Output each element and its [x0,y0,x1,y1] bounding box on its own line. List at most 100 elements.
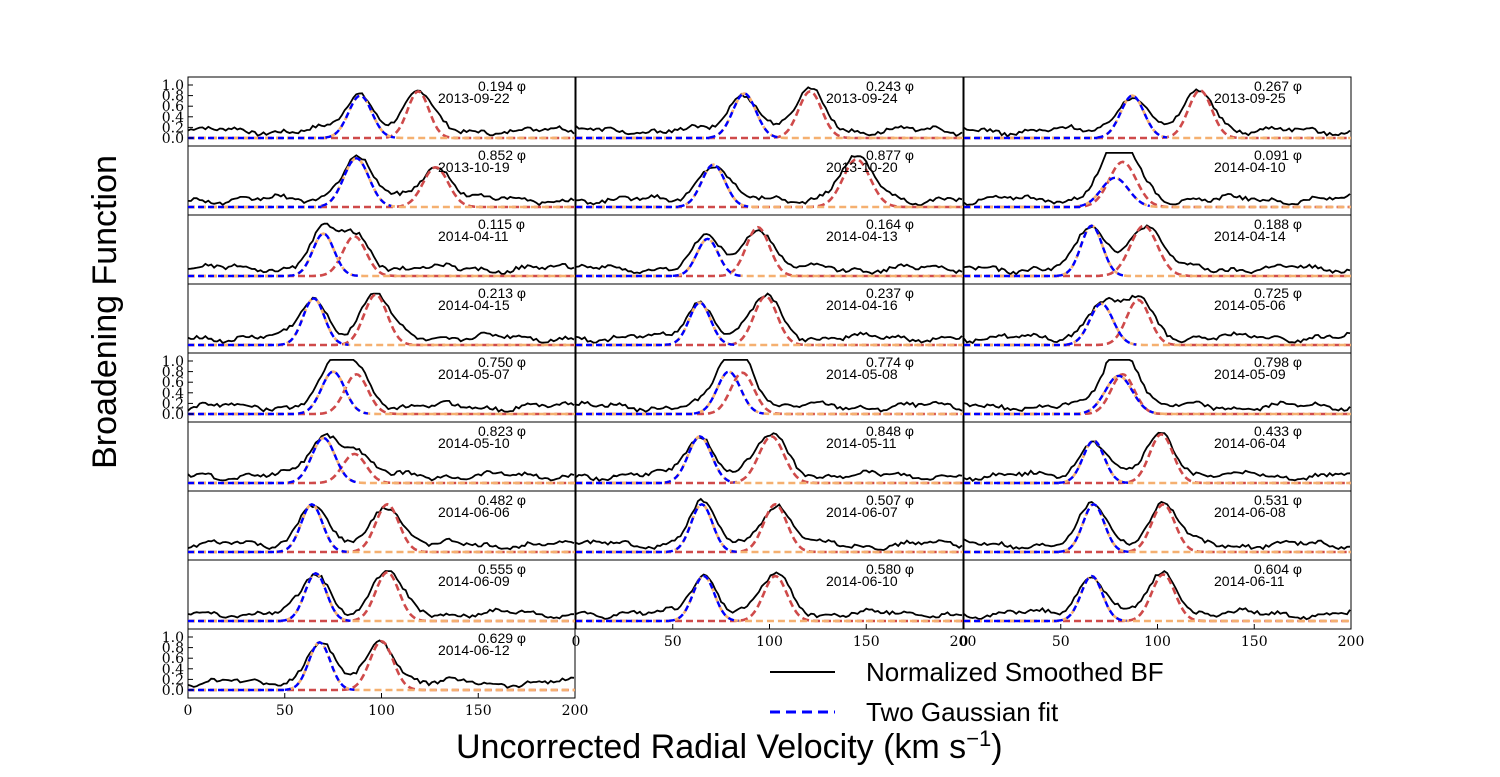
two-gaussian-fit-curve [1058,439,1129,484]
gaussian-primary-curve [964,302,1351,347]
gaussian-secondary-curve [964,573,1351,623]
bf-curve [963,224,1351,276]
panel-phase-label: 0.482 φ [478,492,526,508]
bf-curve [187,292,575,345]
x-axis-label-main: Uncorrected Radial Velocity (km s [456,728,966,766]
y-tick-label: 0.4 [162,662,184,678]
x-tick-label: 0 [572,634,581,650]
x-tick-label: 100 [368,703,395,719]
two-gaussian-fit-curve [1097,94,1168,139]
gaussian-primary-curve [188,436,575,485]
y-tick-label: 0.8 [162,89,184,105]
gaussian-secondary-curve [964,160,1351,209]
legend-label-fit: Two Gaussian fit [866,697,1059,727]
two-gaussian-fit-curve [325,94,396,139]
panel-date-label: 2014-05-08 [826,366,898,382]
panel-phase-label: 0.798 φ [1254,354,1302,370]
x-tick-label: 50 [664,634,682,650]
y-tick-label: 0.6 [162,651,184,667]
panel-date-label: 2013-09-24 [826,90,898,106]
y-tick-label: 0.2 [162,120,184,136]
gaussian-primary-curve [188,640,575,692]
x-tick-label: 200 [562,703,589,719]
panel-date-label: 2014-05-06 [1214,297,1286,313]
gaussian-primary-curve [576,301,963,347]
panel-date-label: 2014-05-07 [438,366,510,382]
legend: Normalized Smoothed BF Two Gaussian fit [770,657,1164,727]
y-tick-label: 1.0 [162,354,184,370]
x-tick-label: 150 [1241,634,1268,650]
y-tick-label: 0.6 [162,99,184,115]
bf-curve [575,292,963,344]
x-tick-label: 150 [853,634,880,650]
two-gaussian-fit-curve [668,574,739,622]
panel-date-label: 2014-04-10 [1214,159,1286,175]
panel-phase-label: 0.091 φ [1254,147,1302,163]
bf-curve [575,432,963,482]
panel-date-label: 2014-06-09 [438,573,510,589]
legend-label-bf: Normalized Smoothed BF [866,657,1164,687]
y-tick-label: 1.0 [162,630,184,646]
gaussian-secondary-curve [188,234,575,278]
panel-date-label: 2013-09-25 [1214,90,1286,106]
panel-phase-label: 0.852 φ [478,147,526,163]
gaussian-secondary-curve [964,372,1351,416]
gaussian-primary-curve [188,297,575,347]
bf-curve [963,500,1351,551]
gaussian-secondary-curve [576,435,963,485]
bf-curve [575,229,963,275]
x-axis-label-close: ) [991,728,1002,766]
panel-date-label: 2014-06-11 [1214,573,1285,589]
two-gaussian-fit-curve [280,571,351,622]
gaussian-primary-curve [964,574,1351,623]
y-tick-label: 0.2 [162,672,184,688]
x-tick-label: 50 [1052,634,1070,650]
two-gaussian-fit-curve [288,436,359,484]
panel-phase-label: 0.531 φ [1254,492,1302,508]
panel-phase-label: 0.194 φ [478,78,526,94]
y-tick-label: 0.0 [162,131,184,147]
bf-curve [575,359,963,413]
bf-curve [575,86,963,138]
gaussian-secondary-curve [964,502,1351,554]
gaussian-secondary-curve [576,157,963,209]
panel-phase-label: 0.848 φ [866,423,914,439]
y-tick-label: 0.0 [162,683,184,699]
x-axis-label-unit-exponent: −1 [966,726,991,751]
two-gaussian-fit-curve [664,435,735,484]
gaussian-primary-curve [576,92,963,140]
two-gaussian-fit-curve [1056,224,1127,277]
panel-date-label: 2014-04-11 [438,228,509,244]
panel-phase-label: 0.629 φ [478,630,526,646]
gaussian-primary-curve [576,237,963,278]
panel-date-label: 2014-06-08 [1214,504,1286,520]
y-axis-label: Broadening Function [86,155,124,469]
gaussian-primary-curve [576,574,963,623]
two-gaussian-fit-curve [693,370,764,415]
gaussian-primary-curve [188,571,575,623]
panel-date-label: 2013-10-20 [826,159,898,175]
panel-phase-label: 0.774 φ [866,354,914,370]
panel-date-label: 2014-05-09 [1214,366,1286,382]
panel-phase-label: 0.164 φ [866,216,914,232]
bf-curve [963,88,1351,138]
two-gaussian-fit-curve [664,301,735,346]
bf-curve [187,504,575,551]
